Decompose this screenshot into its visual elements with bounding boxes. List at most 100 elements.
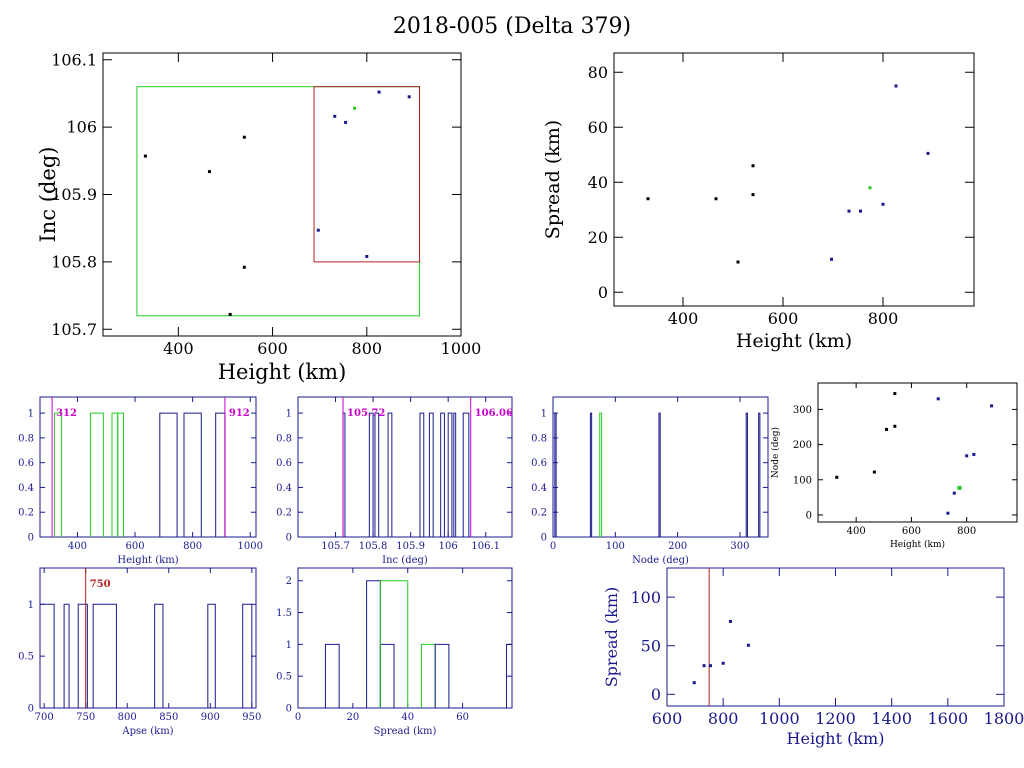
histogram-bar — [554, 412, 557, 537]
y-tick-label: 0.4 — [276, 483, 292, 494]
x-tick-label: 300 — [730, 541, 749, 552]
x-tick-label: 600 — [125, 541, 144, 552]
data-point — [714, 197, 718, 201]
x-tick-label: 1600 — [927, 709, 968, 728]
histogram-bar — [745, 412, 748, 537]
x-tick-label: 600 — [768, 309, 799, 328]
histogram-bar — [366, 580, 381, 708]
y-tick-label: 100 — [630, 588, 661, 607]
y-tick-label: 0.8 — [531, 433, 547, 444]
x-tick-label: 105.9 — [396, 541, 425, 552]
data-point — [957, 485, 962, 490]
y-tick-label: 0.2 — [531, 508, 547, 519]
y-tick-label: 0 — [286, 533, 292, 544]
data-point — [893, 392, 897, 396]
y-tick-label: 40 — [588, 173, 608, 192]
selection-box-red — [313, 86, 421, 263]
y-tick-label: 0.2 — [18, 508, 34, 519]
panel-p2: 400 600 800 0 20 40 60 80 Height (km) Spread (km) — [542, 52, 975, 352]
y-axis-label: Inc (deg) — [36, 147, 60, 243]
x-tick-label: 750 — [76, 712, 95, 723]
histogram-bar — [462, 412, 470, 537]
histogram-bar — [428, 412, 434, 537]
x-tick-label: 106 — [439, 541, 458, 552]
x-tick-label: 400 — [847, 526, 866, 537]
panel-h2: 105.7 105.8 105.9 106 106.1 0 0.2 0.4 0.6 0.8 1 Inc… — [276, 396, 513, 566]
histogram-bar — [506, 643, 513, 708]
y-tick-label: 106 — [66, 118, 97, 137]
x-axis-label: Height (km) — [890, 539, 945, 550]
y-tick-label: 0 — [286, 704, 292, 715]
data-point — [894, 84, 898, 88]
x-tick-label: 800 — [183, 541, 202, 552]
data-point — [746, 643, 750, 647]
y-tick-label: 0 — [541, 533, 547, 544]
panel-h4: 700 750 800 850 900 950 0 0.5 1 Apse (km) 750 — [18, 567, 261, 737]
selection-box-green — [136, 86, 421, 317]
histogram-bar — [589, 412, 593, 537]
x-tick-label: 600 — [902, 526, 921, 537]
data-point — [859, 209, 862, 213]
data-point — [692, 681, 696, 685]
histogram-bar — [159, 412, 178, 537]
histogram-bar — [63, 603, 70, 708]
y-tick-label: 1 — [28, 409, 34, 420]
data-point — [751, 164, 755, 168]
histogram-bar — [92, 603, 117, 708]
data-point — [936, 397, 940, 401]
data-point — [316, 228, 320, 232]
marker-label: 750 — [90, 579, 111, 590]
data-point — [868, 186, 872, 190]
x-tick-label: 0 — [295, 712, 301, 723]
x-axis-label: Height (km) — [736, 330, 852, 352]
x-tick-label: 106.1 — [471, 541, 500, 552]
y-tick-label: 0.2 — [276, 508, 292, 519]
data-point — [143, 154, 147, 158]
x-tick-label: 400 — [68, 541, 87, 552]
x-tick-label: 400 — [163, 339, 194, 358]
y-tick-label: 2 — [286, 576, 292, 587]
x-tick-label: 800 — [118, 712, 137, 723]
histogram-bar — [117, 412, 125, 537]
histogram-bar — [183, 412, 202, 537]
data-point — [353, 106, 357, 110]
y-tick-label: 0.6 — [531, 458, 547, 469]
y-tick-label: 0.5 — [18, 652, 34, 663]
x-axis-label: Height (km) — [787, 729, 885, 748]
data-point — [872, 470, 876, 474]
data-point — [646, 197, 650, 201]
y-tick-label: 0.5 — [276, 672, 292, 683]
y-tick-label: 0 — [28, 704, 34, 715]
y-tick-label: 0.6 — [276, 458, 292, 469]
data-point — [881, 202, 885, 206]
data-point — [885, 427, 889, 431]
plot-frame — [39, 396, 257, 538]
x-tick-label: 700 — [35, 712, 54, 723]
data-point — [702, 664, 706, 668]
y-tick-label: 0 — [28, 533, 34, 544]
panel-p3: 400 600 800 0 100 200 300 Height (km) Node (deg) — [770, 382, 1018, 550]
panel-h1: 400 600 800 1000 0 0.2 0.4 0.6 0.8 1 Height (km) 31… — [18, 396, 263, 566]
x-tick-label: 800 — [868, 309, 899, 328]
y-tick-label: 0 — [598, 283, 608, 302]
data-point — [990, 404, 994, 408]
x-tick-label: 105.7 — [321, 541, 350, 552]
x-axis-label: Node (deg) — [632, 555, 689, 566]
y-tick-label: 1 — [28, 600, 34, 611]
x-tick-label: 1000 — [238, 541, 263, 552]
x-tick-label: 1000 — [759, 709, 800, 728]
panel-p1: 400 600 800 1000 105.7 105.8 105.9 106 106.1 Heig… — [36, 50, 481, 384]
data-point — [333, 114, 337, 118]
histogram-bar — [440, 412, 445, 537]
data-point — [972, 452, 976, 456]
histogram-bar — [207, 603, 216, 708]
x-tick-label: 105.8 — [359, 541, 388, 552]
plot-frame — [666, 567, 1005, 707]
x-tick-label: 200 — [668, 541, 687, 552]
plot-frame — [39, 567, 257, 709]
x-tick-label: 100 — [606, 541, 625, 552]
x-tick-label: 40 — [401, 712, 414, 723]
x-tick-label: 60 — [456, 712, 469, 723]
plot-frame — [613, 52, 975, 307]
